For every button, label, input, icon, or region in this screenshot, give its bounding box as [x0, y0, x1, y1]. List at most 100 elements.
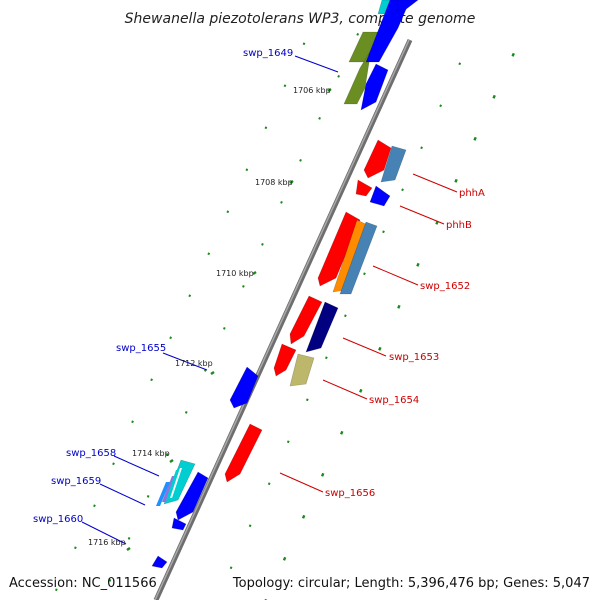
- tick-mark: [280, 200, 283, 204]
- tick-mark: [420, 146, 423, 150]
- gene-label[interactable]: phhB: [446, 220, 472, 231]
- gene-label[interactable]: swp_1658: [66, 448, 116, 459]
- tick-mark: [108, 578, 112, 582]
- tick-mark: [299, 158, 302, 162]
- coordinate-label: 1716 kbp: [88, 538, 126, 547]
- label-connector-line: [294, 55, 339, 73]
- coordinate-label: 1712 kbp: [175, 359, 213, 368]
- genome-summary-text: Topology: circular; Length: 5,396,476 bp…: [232, 576, 590, 591]
- coordinate-label: 1706 kbp: [293, 86, 331, 95]
- blue-gene-1660[interactable]: [171, 517, 187, 531]
- tick-mark: [223, 326, 226, 330]
- tick-mark: [169, 336, 172, 340]
- tick-mark: [93, 504, 96, 508]
- tick-mark: [458, 62, 462, 66]
- tick-mark: [245, 168, 249, 172]
- tick-mark: [207, 252, 211, 256]
- label-connector-line: [322, 379, 368, 400]
- coordinate-tick: [252, 271, 257, 275]
- red-gene-b[interactable]: [355, 179, 373, 197]
- coordinate-tick: [169, 459, 174, 463]
- gene-label[interactable]: swp_1655: [116, 343, 166, 354]
- tick-mark: [127, 536, 131, 540]
- multicolor-stripe: [170, 468, 182, 498]
- label-connector-line: [279, 472, 324, 493]
- coordinate-tick: [126, 547, 131, 551]
- tick-mark: [165, 452, 169, 456]
- tick-mark: [242, 284, 245, 288]
- gene-label[interactable]: swp_1649: [243, 48, 293, 59]
- olive-gene-b[interactable]: [343, 49, 372, 105]
- tick-mark: [302, 42, 306, 46]
- tick-mark: [229, 566, 233, 570]
- gene-label[interactable]: swp_1652: [420, 281, 470, 292]
- tick-mark: [112, 462, 115, 466]
- tick-mark: [188, 294, 192, 298]
- gene-label[interactable]: swp_1654: [369, 395, 419, 406]
- accession-text: Accession: NC_011566: [9, 576, 157, 591]
- tick-mark: [248, 524, 252, 528]
- label-connector-line: [412, 173, 458, 193]
- tick-mark: [226, 210, 230, 214]
- blue-gene-top-a[interactable]: [365, 0, 411, 63]
- red-gene-d[interactable]: [289, 295, 323, 345]
- coordinate-label: 1710 kbp: [216, 269, 254, 278]
- tick-mark: [416, 262, 420, 267]
- tick-mark: [401, 188, 404, 192]
- coordinate-tick: [210, 371, 215, 375]
- tick-mark: [439, 104, 442, 108]
- gene-label[interactable]: phhA: [459, 188, 485, 199]
- steelblue-gene-b[interactable]: [339, 221, 378, 295]
- coordinate-labels: 1706 kbp 1708 kbp 1710 kbp 1712 kbp 1714…: [88, 86, 331, 547]
- gene-features: [151, 0, 419, 569]
- tick-marks: [55, 32, 515, 600]
- gene-label[interactable]: swp_1656: [325, 488, 375, 499]
- tick-mark: [382, 230, 385, 234]
- map-title: Shewanella piezotolerans WP3, complete g…: [125, 11, 476, 27]
- red-gene-c[interactable]: [317, 211, 361, 287]
- gene-label[interactable]: swp_1660: [33, 514, 83, 525]
- gene-label[interactable]: swp_1653: [389, 352, 439, 363]
- tick-mark: [301, 514, 306, 519]
- navy-gene[interactable]: [305, 301, 339, 353]
- tick-mark: [359, 388, 363, 393]
- coordinate-tick: [289, 180, 294, 184]
- tick-mark: [320, 472, 325, 477]
- tick-mark: [283, 84, 287, 88]
- label-connector-line: [113, 455, 160, 477]
- tick-mark: [55, 588, 58, 592]
- tick-mark: [150, 378, 153, 382]
- steelblue-gene-a[interactable]: [380, 145, 407, 183]
- tick-mark: [340, 430, 344, 435]
- gene-label[interactable]: swp_1659: [51, 476, 101, 487]
- genome-backbone: [153, 38, 413, 600]
- tick-mark: [146, 494, 150, 498]
- blue-gene-1655[interactable]: [229, 366, 259, 409]
- blue-gene-bottom[interactable]: [151, 555, 168, 569]
- label-connector-line: [399, 205, 445, 225]
- red-gene-e[interactable]: [273, 343, 297, 377]
- tick-mark: [286, 440, 290, 444]
- blue-gene-b[interactable]: [369, 185, 391, 207]
- tick-mark: [356, 32, 360, 36]
- gene-labels: swp_1649 phhA phhB swp_1652 swp_1655 swp…: [33, 48, 485, 525]
- coordinate-tick: [327, 88, 332, 92]
- tick-mark: [344, 314, 347, 318]
- tick-mark: [492, 94, 496, 99]
- tick-mark: [184, 410, 188, 414]
- blue-gene-top-b[interactable]: [396, 0, 419, 11]
- tick-mark: [264, 126, 268, 130]
- red-gene-1656[interactable]: [224, 423, 263, 483]
- tick-mark: [305, 398, 309, 402]
- tick-mark: [282, 556, 287, 561]
- tick-mark: [454, 178, 458, 183]
- khaki-gene[interactable]: [289, 353, 315, 387]
- red-gene-a[interactable]: [363, 139, 392, 179]
- label-connector-line: [342, 337, 387, 357]
- label-connector-line: [99, 483, 146, 506]
- tick-mark: [318, 116, 321, 120]
- blue-gene-1659[interactable]: [175, 471, 209, 521]
- blue-gene-1649[interactable]: [360, 63, 389, 111]
